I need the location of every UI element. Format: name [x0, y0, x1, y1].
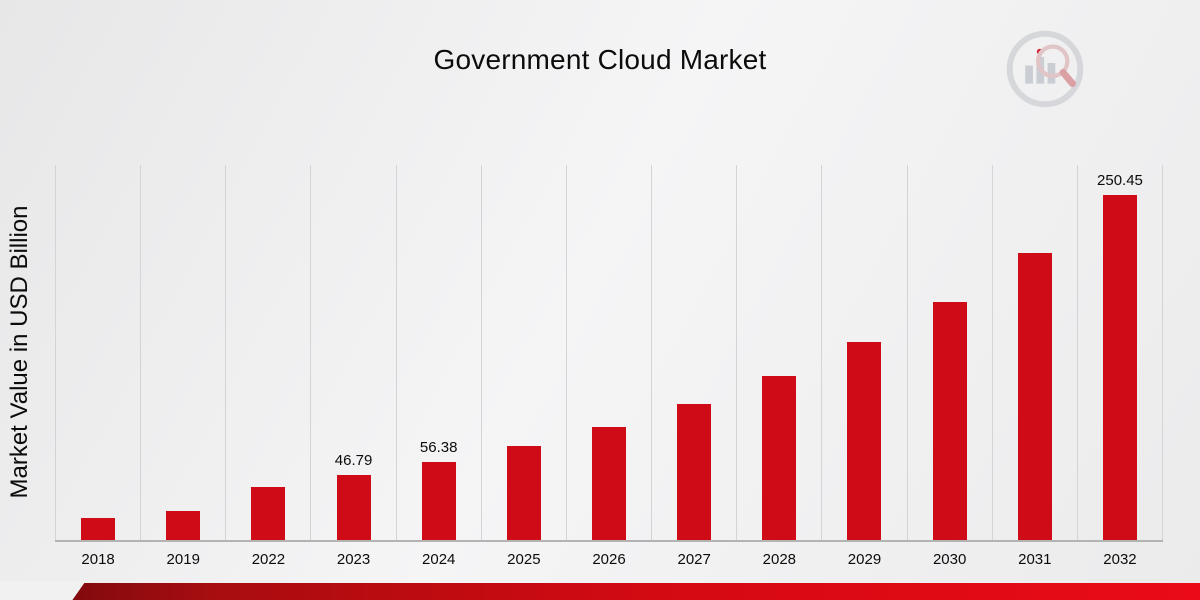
chart-column: 250.45 2032 — [1076, 165, 1164, 568]
y-axis-label: Market Value in USD Billion — [6, 205, 33, 499]
x-tick-label: 2022 — [251, 551, 286, 568]
chart-column: 2025 — [480, 165, 566, 568]
chart-column: 2031 — [991, 165, 1077, 568]
chart-column: 2029 — [821, 165, 906, 568]
bar-2030 — [932, 302, 967, 540]
x-tick-label: 2027 — [677, 551, 711, 568]
bar-2024 — [421, 462, 456, 540]
x-tick-label: 2026 — [592, 551, 626, 568]
chart-title: Government Cloud Market — [433, 44, 767, 75]
bar-2025 — [506, 446, 541, 540]
bar-chart-magnifier-icon — [1006, 30, 1084, 108]
x-tick-label: 2024 — [422, 551, 456, 568]
x-tick-label: 2019 — [166, 551, 200, 568]
chart-column: 2028 — [736, 165, 821, 568]
brand-logo — [1002, 26, 1088, 112]
chart-column: 2019 — [140, 165, 225, 568]
chart-column: 2018 — [55, 165, 140, 568]
bar-2027 — [677, 404, 712, 540]
bar-2029 — [847, 342, 882, 540]
chart-column: 2030 — [906, 165, 992, 568]
bar-value-label: 250.45 — [1097, 172, 1143, 189]
x-tick-label: 2018 — [81, 551, 115, 568]
x-tick-label: 2023 — [336, 551, 371, 568]
bar-value-label: 46.79 — [334, 452, 373, 469]
x-tick-label: 2025 — [507, 551, 541, 568]
x-tick-label: 2028 — [762, 551, 797, 568]
bar-2019 — [166, 511, 201, 540]
bar-2026 — [592, 427, 627, 540]
bar-2018 — [81, 518, 116, 540]
bar-2022 — [251, 487, 286, 540]
chart-column: 56.38 2024 — [395, 165, 481, 568]
x-tick-label: 2029 — [847, 551, 882, 568]
bar-2032 — [1102, 195, 1137, 540]
chart-column: 2022 — [225, 165, 310, 568]
x-tick-label: 2032 — [1103, 551, 1137, 568]
chart-column: 2027 — [651, 165, 736, 568]
bar-value-label: 56.38 — [419, 439, 458, 456]
bar-2023 — [336, 475, 371, 540]
x-tick-label: 2031 — [1018, 551, 1052, 568]
x-tick-label: 2030 — [932, 551, 967, 568]
bar-2031 — [1017, 253, 1052, 540]
chart-column: 2026 — [565, 165, 651, 568]
footer-accent-bar — [0, 583, 1200, 600]
plot-area: 2018 2019 2022 46.79 2023 56.38 2024 2025 2026 20… — [55, 165, 1164, 568]
chart-column: 46.79 2023 — [310, 165, 395, 568]
bar-2028 — [762, 376, 797, 540]
